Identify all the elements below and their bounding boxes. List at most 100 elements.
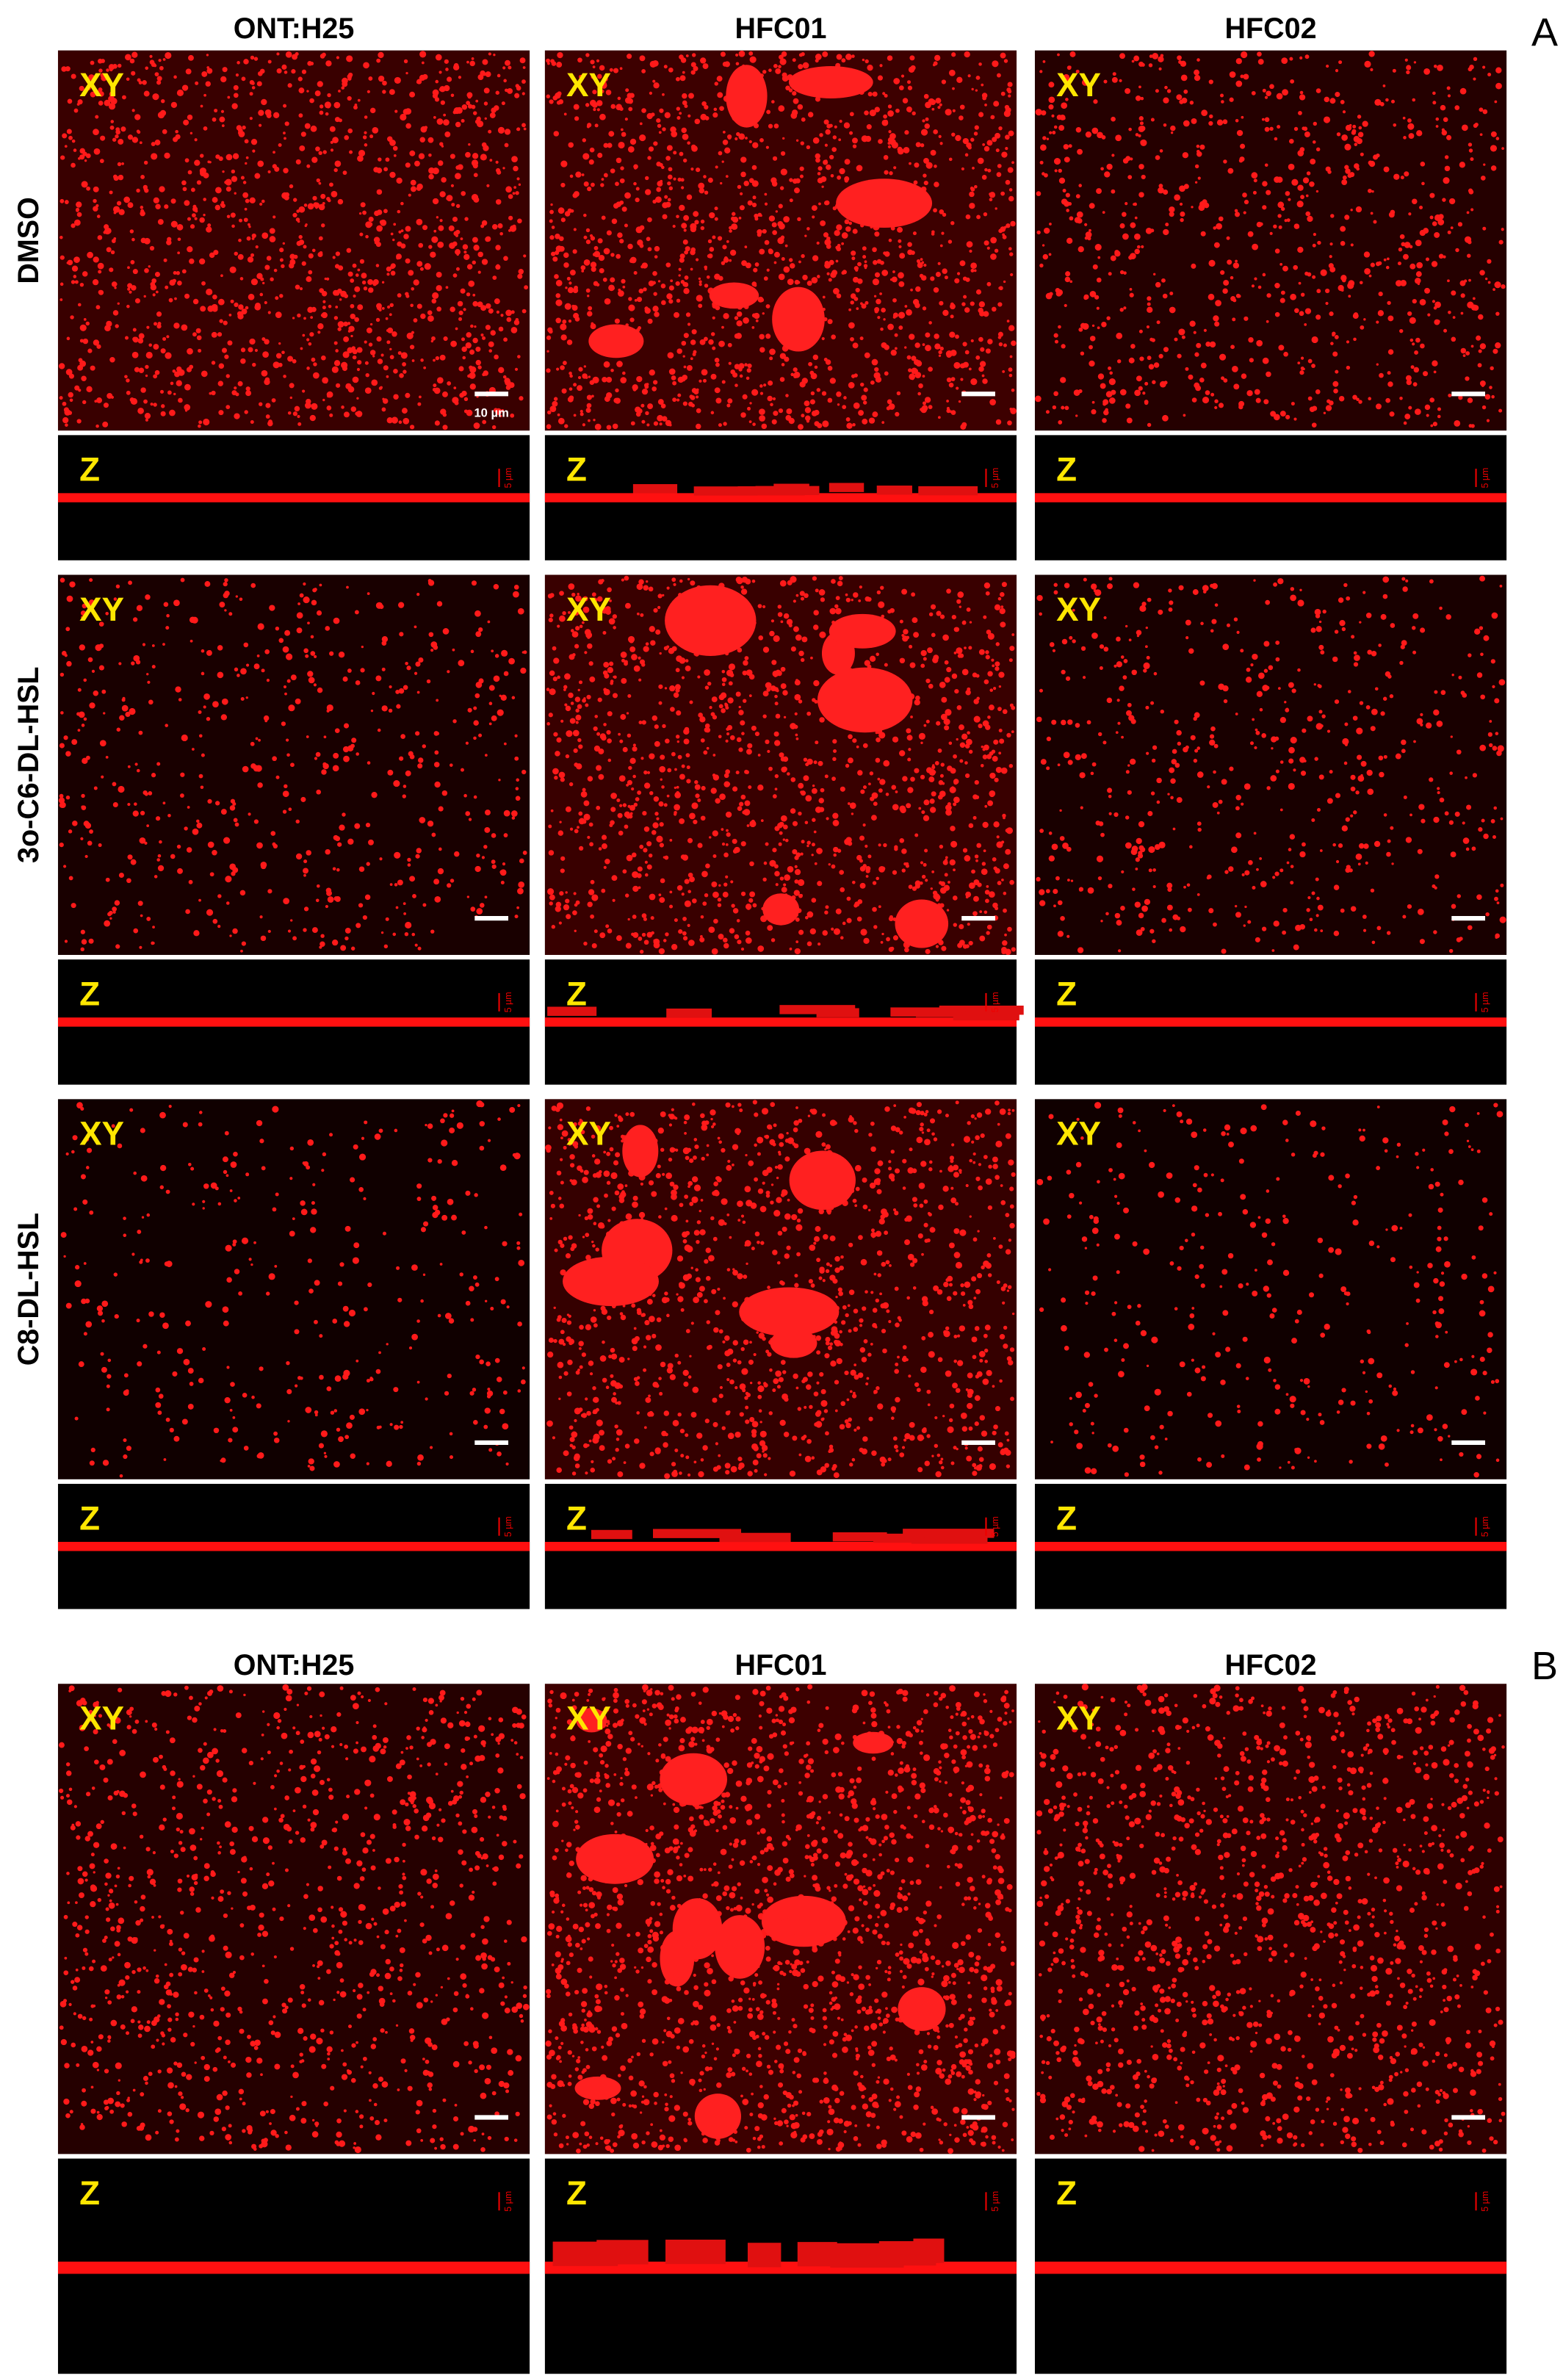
cell-dot [375,675,382,682]
cell-dot [605,90,612,95]
cell-dot [1213,226,1217,230]
cell-dot [344,135,350,140]
cell-dot [414,943,418,947]
cell-dot [159,389,164,394]
cell-dot [563,112,567,116]
cell-dot [954,688,959,694]
cell-dot [1329,266,1336,273]
cell-dot [484,895,488,899]
cell-dot [819,717,825,723]
cell-dot [1220,93,1224,98]
cell-dot [64,200,69,204]
cell-dot [658,701,663,705]
cell-dot [224,609,227,612]
cell-dot [632,871,639,879]
cell-dot [986,281,992,286]
cell-dot [980,347,985,352]
cell-dot [919,734,923,737]
cell-dot [318,203,325,211]
cell-dot [867,854,872,859]
cell-dot [573,104,580,110]
cell-dot [126,878,131,884]
cell-dot [674,786,677,790]
cell-dot [294,405,300,412]
cell-dot [206,68,213,74]
cell-dot [732,838,737,844]
cell-dot [143,399,148,404]
cell-dot [549,99,554,104]
cell-dot [1362,120,1368,127]
cell-dot [1310,159,1316,165]
cell-dot [153,374,158,379]
cell-dot [326,277,330,281]
cell-dot [939,209,945,214]
cell-dot [682,93,687,99]
cell-dot [780,151,786,156]
cell-dot [719,793,726,801]
cell-dot [62,416,69,424]
cell-dot [782,838,785,841]
cell-dot [1085,131,1092,138]
cell-dot [261,98,267,106]
cell-dot [1002,813,1006,818]
cell-dot [230,299,234,303]
cell-dot [465,811,471,816]
cell-dot [1487,281,1491,284]
cell-dot [511,816,516,820]
cell-dot [951,132,956,137]
cell-dot [309,332,314,337]
cell-dot [284,784,288,789]
cell-dot [641,108,646,113]
cell-dot [699,280,702,284]
cell-dot [851,812,854,815]
cell-dot [1100,383,1106,389]
cell-dot [834,289,838,294]
cell-dot [1312,275,1316,279]
cell-dot [1408,212,1412,216]
cell-dot [166,613,170,618]
cell-dot [386,417,393,424]
cell-dot [884,345,889,350]
cell-dot [1442,198,1446,202]
cell-dot [884,251,890,257]
cell-dot [727,398,733,404]
cell-dot [73,256,80,263]
cell-dot [248,293,255,300]
cell-dot [467,707,472,713]
cell-dot [463,253,470,261]
cell-dot [301,69,307,74]
cell-dot [234,302,239,308]
cell-dot [225,901,230,905]
cell-dot [1197,176,1201,180]
cell-dot [189,639,193,643]
cell-dot [552,677,557,682]
cell-dot [149,245,155,251]
cell-dot [605,924,610,928]
cell-dot [165,626,170,630]
cell-dot [888,130,892,134]
cell-dot [1133,55,1140,62]
cell-dot [184,409,188,412]
cell-dot [800,596,804,601]
cell-dot [469,372,476,379]
cell-dot [1404,58,1408,62]
cell-dot [394,76,401,84]
cell-dot [934,761,939,765]
cell-dot [649,626,655,632]
cell-dot [489,112,496,118]
cell-dot [554,250,560,256]
cell-dot [357,268,361,272]
cell-dot [1119,53,1125,60]
cell-dot [704,116,710,120]
cell-dot [494,298,500,305]
cell-dot [817,760,823,766]
cell-dot [245,663,250,667]
cell-dot [757,785,764,791]
cell-dot [98,101,104,106]
cell-dot [278,342,281,345]
cell-dot [435,79,439,84]
cell-dot [1448,393,1452,397]
cell-dot [798,53,803,57]
cell-dot [386,340,391,345]
cell-dot [80,929,85,934]
